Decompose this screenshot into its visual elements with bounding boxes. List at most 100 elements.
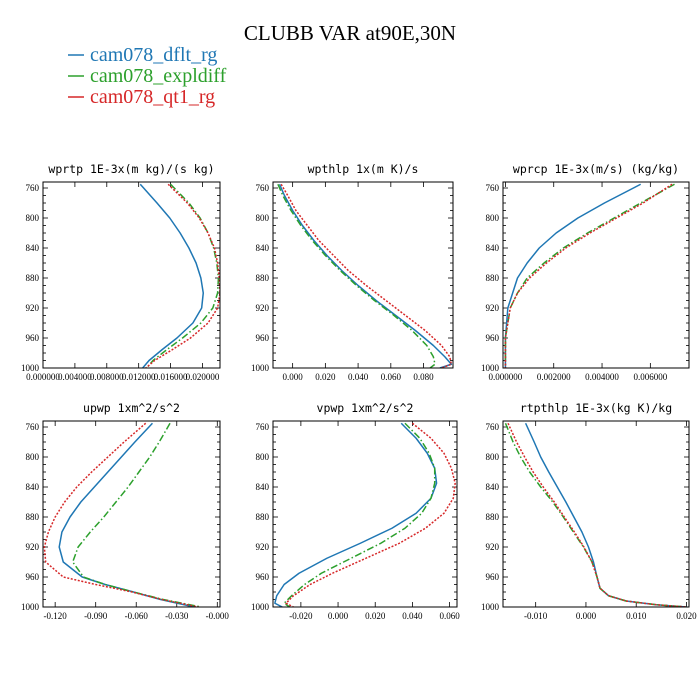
legend-entry-2: cam078_expldiff [68, 65, 227, 87]
series-line-3-2 [504, 183, 675, 368]
x-tick-label-1-2: 0.008000 [90, 372, 124, 382]
chart-title-6: rtpthlp 1E-3x(kg K)/kg [520, 401, 672, 415]
y-tick-label-4-3: 880 [26, 512, 40, 522]
y-tick-label-6-6: 1000 [481, 602, 500, 612]
x-tick-label-2-1: 0.020 [315, 372, 336, 382]
x-tick-label-4-1: -0.090 [84, 611, 108, 621]
series-line-4-3 [43, 422, 199, 607]
series-line-3-1 [504, 183, 642, 368]
series-line-6-1 [524, 422, 687, 607]
chart-panel-1: wprtp 1E-3x(m kg)/(s kg) 760 800 840 880 920 9… [21, 162, 221, 382]
x-tick-label-2-0: 0.000 [283, 372, 304, 382]
y-tick-label-2-0: 760 [256, 183, 270, 193]
x-tick-label-2-2: 0.040 [348, 372, 369, 382]
y-tick-label-6-3: 880 [486, 512, 500, 522]
x-tick-label-3-3: 0.006000 [633, 372, 667, 382]
chart-panel-6: rtpthlp 1E-3x(kg K)/kg 760 800 840 880 920 960… [481, 401, 697, 621]
x-tick-label-1-4: 0.016000 [154, 372, 188, 382]
series-line-2-2 [277, 183, 436, 368]
x-tick-label-3-2: 0.004000 [585, 372, 619, 382]
panels: wprtp 1E-3x(m kg)/(s kg) 760 800 840 880 920 9… [21, 162, 697, 621]
legend-entry-1: cam078_dflt_rg [68, 44, 217, 66]
y-tick-label-3-4: 920 [486, 303, 500, 313]
y-tick-label-3-1: 800 [486, 213, 500, 223]
y-tick-label-4-4: 920 [26, 542, 40, 552]
x-tick-label-5-4: 0.060 [439, 611, 460, 621]
chart-title-1: wprtp 1E-3x(m kg)/(s kg) [48, 162, 214, 176]
series-line-5-3 [285, 422, 456, 607]
series-line-5-1 [274, 422, 438, 607]
series-line-4-2 [71, 422, 202, 607]
y-tick-label-1-4: 920 [26, 303, 40, 313]
x-tick-label-5-2: 0.020 [365, 611, 386, 621]
y-tick-label-6-0: 760 [486, 422, 500, 432]
x-tick-label-1-0: 0.000000 [26, 372, 60, 382]
y-tick-label-5-2: 840 [256, 482, 270, 492]
series-line-3-3 [504, 183, 673, 368]
chart-title-3: wprcp 1E-3x(m/s) (kg/kg) [513, 162, 679, 176]
y-tick-label-2-2: 840 [256, 243, 270, 253]
series-line-2-3 [280, 183, 453, 368]
y-tick-label-2-4: 920 [256, 303, 270, 313]
y-tick-label-3-5: 960 [486, 333, 500, 343]
chart-title-5: vpwp 1xm^2/s^2 [317, 401, 414, 415]
x-tick-label-5-0: -0.020 [289, 611, 313, 621]
series-line-5-2 [283, 422, 436, 607]
plot-frame-5 [272, 420, 458, 608]
x-tick-label-6-3: 0.020 [676, 611, 697, 621]
plot-frame-6 [502, 420, 690, 608]
y-tick-label-1-1: 800 [26, 213, 40, 223]
y-tick-label-2-6: 1000 [251, 363, 270, 373]
y-tick-label-6-4: 920 [486, 542, 500, 552]
y-tick-label-3-2: 840 [486, 243, 500, 253]
y-tick-label-5-6: 1000 [251, 602, 270, 612]
y-tick-label-1-0: 760 [26, 183, 40, 193]
x-tick-label-5-3: 0.040 [402, 611, 423, 621]
y-tick-label-5-0: 760 [256, 422, 270, 432]
series-line-1-3 [145, 183, 220, 368]
x-tick-label-2-3: 0.060 [381, 372, 402, 382]
y-tick-label-6-1: 800 [486, 452, 500, 462]
y-tick-label-1-2: 840 [26, 243, 40, 253]
series-line-6-2 [504, 422, 687, 607]
series-line-2-1 [278, 183, 453, 368]
x-tick-label-3-1: 0.002000 [537, 372, 571, 382]
plot-frame-4 [42, 420, 221, 608]
legend-label-2: cam078_expldiff [90, 65, 227, 87]
x-tick-label-4-0: -0.120 [44, 611, 68, 621]
series-line-1-1 [139, 183, 205, 368]
chart-panel-3: wprcp 1E-3x(m/s) (kg/kg) 760 800 840 880 920 9… [481, 162, 690, 382]
x-tick-label-1-1: 0.004000 [58, 372, 92, 382]
y-tick-label-4-0: 760 [26, 422, 40, 432]
legend-label-1: cam078_dflt_rg [90, 44, 217, 66]
x-tick-label-4-3: -0.030 [165, 611, 189, 621]
legend: cam078_dflt_rg cam078_expldiff cam078_qt… [68, 44, 227, 108]
chart-panel-2: wpthlp 1x(m K)/s 760 800 840 880 920 960 1000 0.… [251, 162, 454, 382]
y-tick-label-6-5: 960 [486, 572, 500, 582]
y-tick-label-1-6: 1000 [21, 363, 40, 373]
legend-label-3: cam078_qt1_rg [90, 86, 215, 108]
y-tick-label-1-5: 960 [26, 333, 40, 343]
y-tick-label-5-1: 800 [256, 452, 270, 462]
x-tick-label-4-4: -0.000 [206, 611, 230, 621]
y-tick-label-5-4: 920 [256, 542, 270, 552]
y-tick-label-3-0: 760 [486, 183, 500, 193]
x-tick-label-5-1: 0.000 [328, 611, 349, 621]
y-tick-label-2-3: 880 [256, 273, 270, 283]
plot-frame-2 [272, 181, 454, 369]
plot-frame-3 [502, 181, 690, 369]
series-line-6-3 [507, 422, 687, 607]
figure-title: CLUBB VAR at90E,30N [244, 21, 456, 45]
y-tick-label-2-5: 960 [256, 333, 270, 343]
x-tick-label-6-0: -0.010 [524, 611, 548, 621]
plot-frame-1 [42, 181, 221, 369]
y-tick-label-4-1: 800 [26, 452, 40, 462]
series-line-4-1 [58, 422, 195, 607]
legend-entry-3: cam078_qt1_rg [68, 86, 215, 108]
y-tick-label-5-3: 880 [256, 512, 270, 522]
y-tick-label-1-3: 880 [26, 273, 40, 283]
y-tick-label-3-6: 1000 [481, 363, 500, 373]
y-tick-label-4-6: 1000 [21, 602, 40, 612]
y-tick-label-5-5: 960 [256, 572, 270, 582]
